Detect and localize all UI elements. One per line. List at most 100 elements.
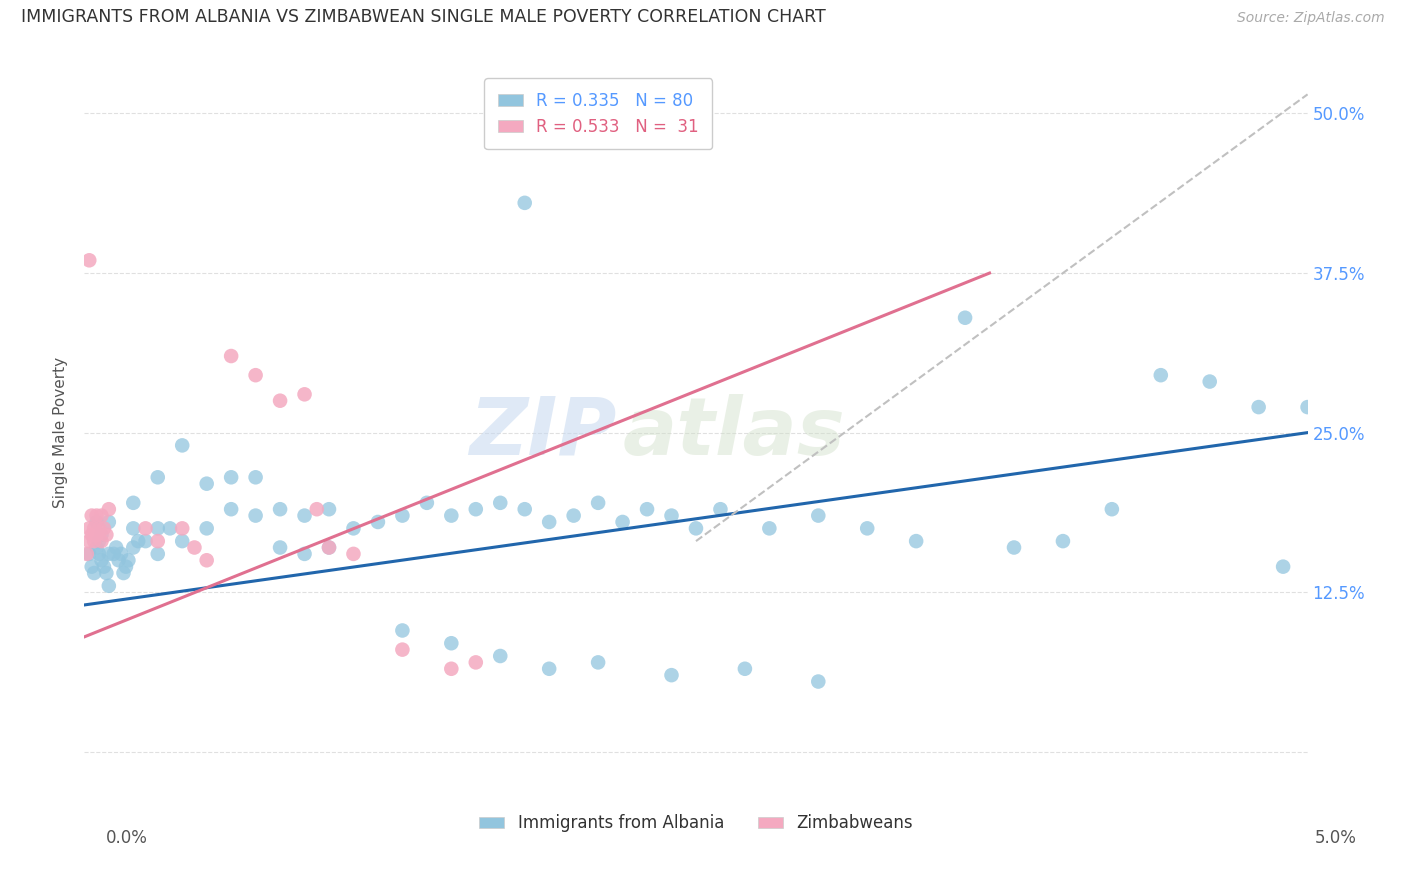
- Point: [76, 547, 98, 561]
- Point: [96, 527, 118, 541]
- Point: [90, 508, 112, 523]
- Point: [661, 508, 683, 523]
- Point: [1272, 559, 1295, 574]
- Text: 5.0%: 5.0%: [1315, 829, 1357, 847]
- Point: [1198, 375, 1220, 389]
- Point: [342, 521, 364, 535]
- Point: [122, 496, 145, 510]
- Point: [905, 534, 928, 549]
- Point: [245, 508, 267, 523]
- Legend: Immigrants from Albania, Zimbabweans: Immigrants from Albania, Zimbabweans: [472, 807, 920, 838]
- Point: [110, 547, 132, 561]
- Point: [513, 502, 536, 516]
- Point: [195, 521, 218, 535]
- Point: [538, 515, 561, 529]
- Point: [219, 349, 242, 363]
- Point: [586, 656, 609, 670]
- Point: [115, 559, 138, 574]
- Point: [318, 541, 340, 555]
- Point: [90, 553, 112, 567]
- Point: [117, 553, 139, 567]
- Point: [86, 541, 108, 555]
- Point: [734, 662, 756, 676]
- Point: [146, 547, 169, 561]
- Point: [318, 541, 340, 555]
- Text: IMMIGRANTS FROM ALBANIA VS ZIMBABWEAN SINGLE MALE POVERTY CORRELATION CHART: IMMIGRANTS FROM ALBANIA VS ZIMBABWEAN SI…: [21, 8, 825, 26]
- Point: [538, 662, 561, 676]
- Point: [269, 502, 291, 516]
- Point: [77, 253, 100, 268]
- Point: [80, 527, 103, 541]
- Point: [122, 541, 145, 555]
- Point: [661, 668, 683, 682]
- Point: [93, 521, 115, 535]
- Point: [440, 508, 463, 523]
- Point: [342, 547, 364, 561]
- Point: [294, 387, 316, 401]
- Point: [96, 566, 118, 580]
- Point: [305, 502, 328, 516]
- Point: [391, 508, 413, 523]
- Point: [146, 470, 169, 484]
- Point: [758, 521, 780, 535]
- Point: [87, 547, 110, 561]
- Text: atlas: atlas: [623, 393, 845, 472]
- Point: [709, 502, 731, 516]
- Point: [93, 559, 115, 574]
- Point: [953, 310, 976, 325]
- Point: [83, 534, 105, 549]
- Point: [159, 521, 181, 535]
- Point: [97, 502, 120, 516]
- Point: [1101, 502, 1123, 516]
- Point: [135, 534, 157, 549]
- Point: [172, 534, 194, 549]
- Point: [807, 508, 830, 523]
- Point: [245, 368, 267, 383]
- Point: [195, 553, 218, 567]
- Point: [83, 521, 105, 535]
- Point: [1150, 368, 1173, 383]
- Point: [562, 508, 585, 523]
- Point: [97, 579, 120, 593]
- Point: [135, 521, 157, 535]
- Text: ZIP: ZIP: [470, 393, 616, 472]
- Point: [294, 547, 316, 561]
- Point: [87, 534, 110, 549]
- Point: [127, 534, 149, 549]
- Point: [636, 502, 658, 516]
- Point: [294, 508, 316, 523]
- Y-axis label: Single Male Poverty: Single Male Poverty: [53, 357, 69, 508]
- Point: [219, 502, 242, 516]
- Point: [416, 496, 439, 510]
- Text: Source: ZipAtlas.com: Source: ZipAtlas.com: [1237, 12, 1385, 25]
- Point: [195, 476, 218, 491]
- Point: [90, 527, 112, 541]
- Point: [807, 674, 830, 689]
- Point: [172, 438, 194, 452]
- Point: [183, 541, 205, 555]
- Point: [489, 648, 512, 663]
- Point: [464, 502, 486, 516]
- Point: [107, 553, 129, 567]
- Text: 0.0%: 0.0%: [105, 829, 148, 847]
- Point: [318, 502, 340, 516]
- Point: [269, 541, 291, 555]
- Point: [245, 470, 267, 484]
- Point: [86, 508, 108, 523]
- Point: [269, 393, 291, 408]
- Point: [856, 521, 879, 535]
- Point: [80, 559, 103, 574]
- Point: [77, 534, 100, 549]
- Point: [146, 534, 169, 549]
- Point: [391, 624, 413, 638]
- Point: [86, 515, 108, 529]
- Point: [105, 541, 128, 555]
- Point: [612, 515, 634, 529]
- Point: [87, 521, 110, 535]
- Point: [685, 521, 707, 535]
- Point: [1002, 541, 1025, 555]
- Point: [464, 656, 486, 670]
- Point: [112, 566, 135, 580]
- Point: [1052, 534, 1074, 549]
- Point: [440, 662, 463, 676]
